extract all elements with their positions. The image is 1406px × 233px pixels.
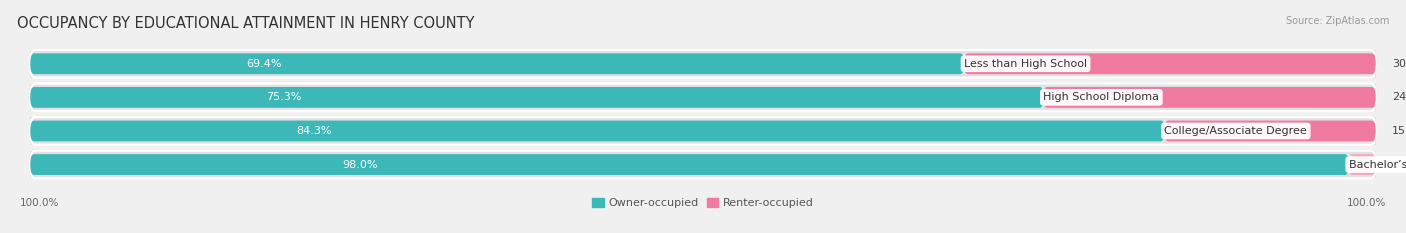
Text: 100.0%: 100.0% — [20, 198, 59, 208]
Text: High School Diploma: High School Diploma — [1043, 92, 1160, 102]
Text: 30.6%: 30.6% — [1392, 59, 1406, 69]
Bar — [31, 50, 1375, 78]
Text: OCCUPANCY BY EDUCATIONAL ATTAINMENT IN HENRY COUNTY: OCCUPANCY BY EDUCATIONAL ATTAINMENT IN H… — [17, 16, 474, 31]
FancyBboxPatch shape — [31, 50, 1375, 78]
Text: Less than High School: Less than High School — [965, 59, 1087, 69]
Bar — [31, 84, 1375, 111]
FancyBboxPatch shape — [31, 53, 965, 74]
Text: 2.0%: 2.0% — [1392, 160, 1406, 170]
Text: Bachelor’s Degree or higher: Bachelor’s Degree or higher — [1348, 160, 1406, 170]
FancyBboxPatch shape — [965, 53, 1375, 74]
Text: 69.4%: 69.4% — [246, 59, 281, 69]
Text: 75.3%: 75.3% — [266, 92, 301, 102]
Bar — [31, 117, 1375, 145]
FancyBboxPatch shape — [31, 120, 1164, 141]
FancyBboxPatch shape — [31, 151, 1375, 178]
Text: 15.7%: 15.7% — [1392, 126, 1406, 136]
Text: 98.0%: 98.0% — [342, 160, 378, 170]
FancyBboxPatch shape — [1348, 154, 1375, 175]
FancyBboxPatch shape — [31, 154, 1348, 175]
Text: 100.0%: 100.0% — [1347, 198, 1386, 208]
Legend: Owner-occupied, Renter-occupied: Owner-occupied, Renter-occupied — [588, 193, 818, 213]
FancyBboxPatch shape — [1043, 87, 1375, 108]
Text: 24.7%: 24.7% — [1392, 92, 1406, 102]
FancyBboxPatch shape — [31, 117, 1375, 145]
Text: Source: ZipAtlas.com: Source: ZipAtlas.com — [1285, 16, 1389, 26]
FancyBboxPatch shape — [1164, 120, 1375, 141]
FancyBboxPatch shape — [31, 87, 1043, 108]
Text: College/Associate Degree: College/Associate Degree — [1164, 126, 1308, 136]
FancyBboxPatch shape — [31, 84, 1375, 111]
Bar — [31, 151, 1375, 178]
Text: 84.3%: 84.3% — [297, 126, 332, 136]
